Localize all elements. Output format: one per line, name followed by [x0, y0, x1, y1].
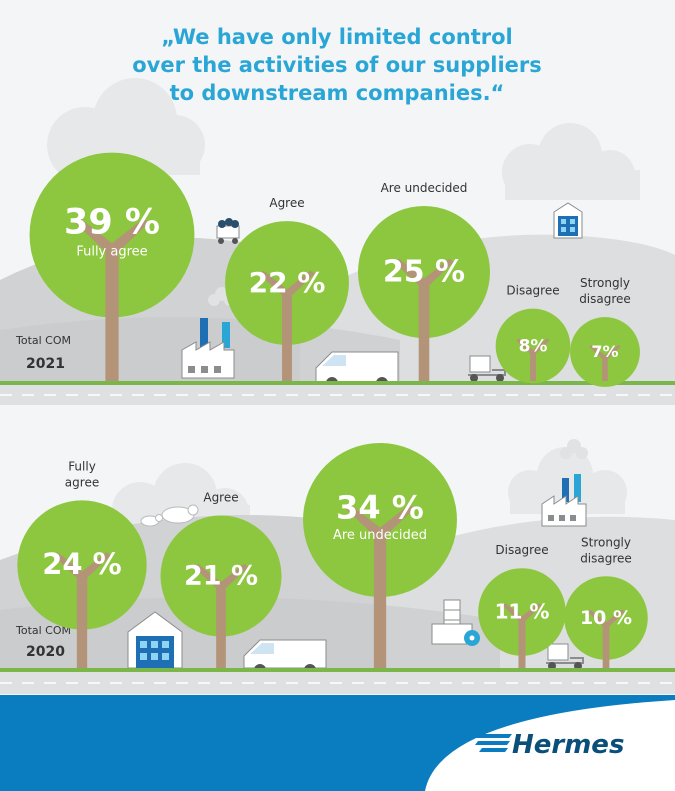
tree-disagree-2021: 8% Disagree — [495, 284, 571, 384]
value-label-are-undecided-2021: 25 % — [383, 254, 465, 289]
trunk-fully-agree-2021 — [74, 218, 150, 381]
ground-line-2020 — [0, 668, 675, 672]
factory-icon-2020 — [541, 439, 588, 527]
category-label-agree-2020: Agree — [203, 491, 238, 505]
category-label-are-undecided-2020: Are undecided — [333, 528, 427, 543]
bubble-are-undecided-2021 — [358, 206, 490, 338]
hermes-logo: Hermes — [471, 730, 624, 760]
trunk-agree-2020 — [193, 563, 249, 668]
tree-strongly-disagree-2020: 10 % Strongly disagree — [564, 535, 648, 668]
bubble-fully-agree-2020 — [17, 500, 147, 630]
trunk-strongly-disagree-2020 — [587, 609, 625, 668]
year-label-2020: 2020 — [26, 644, 65, 660]
category-label-disagree-2020: Disagree — [495, 543, 548, 557]
value-label-disagree-2020: 11 % — [495, 599, 550, 623]
trunk-disagree-2021 — [516, 338, 550, 381]
category-label-strongly-disagree-2021-line-2: disagree — [579, 292, 631, 306]
cloud-right-2021 — [502, 123, 640, 200]
warehouse-icon-2021 — [553, 202, 583, 239]
value-label-are-undecided-2020: 34 % — [336, 488, 424, 526]
hermes-logo-text: Hermes — [512, 730, 624, 760]
value-label-strongly-disagree-2020: 10 % — [580, 607, 632, 629]
value-label-fully-agree-2020: 24 % — [42, 547, 122, 581]
trunk-agree-2021 — [259, 270, 315, 381]
title-line-2: over the activities of our suppliers — [132, 53, 542, 77]
value-label-fully-agree-2021: 39 % — [64, 202, 160, 242]
category-label-strongly-disagree-2020-line-2: disagree — [580, 551, 632, 565]
mine-cart-icon — [216, 218, 240, 244]
tree-are-undecided-2020: 34 % Are undecided — [303, 443, 457, 668]
value-label-strongly-disagree-2021: 7% — [591, 342, 618, 361]
category-label-agree-2021: Agree — [269, 196, 304, 210]
category-label-fully-agree-2020-line-2: agree — [65, 475, 99, 489]
bubble-agree-2020 — [160, 515, 282, 637]
value-label-agree-2021: 22 % — [249, 266, 326, 299]
bubble-strongly-disagree-2021 — [570, 317, 640, 387]
tree-fully-agree-2020: 24 % Fully agree — [17, 459, 147, 668]
radiation-plant-icon — [431, 599, 480, 646]
trees-2021: 39 % Fully agree 22 % Agree 25 % Are undecide… — [29, 152, 640, 387]
trunk-are-undecided-2020 — [345, 504, 415, 668]
footer-swoosh — [425, 700, 675, 791]
title-line-3: to downstream companies.“ — [170, 81, 505, 105]
hermes-wing-icon — [471, 734, 512, 752]
tree-agree-2021: 22 % Agree — [225, 196, 349, 381]
bubble-disagree-2021 — [495, 308, 571, 384]
group-label-2020: Total COM — [15, 624, 71, 637]
trunk-are-undecided-2021 — [394, 258, 454, 381]
trunk-disagree-2020 — [502, 603, 542, 668]
tree-agree-2020: 21 % Agree — [160, 491, 282, 668]
category-label-fully-agree-2021: Fully agree — [76, 245, 147, 260]
bubble-fully-agree-2021 — [29, 152, 195, 318]
delivery-van-icon-2021 — [315, 351, 399, 389]
polar-bear-icon — [140, 504, 199, 527]
bubble-disagree-2020 — [478, 568, 566, 656]
title-line-1: „We have only limited control — [161, 25, 512, 49]
group-label-2021: Total COM — [15, 334, 71, 347]
tree-are-undecided-2021: 25 % Are undecided — [358, 181, 490, 381]
cloud-left-2021 — [47, 78, 205, 183]
trunk-fully-agree-2020 — [52, 552, 112, 668]
bubble-agree-2021 — [225, 221, 349, 345]
category-label-disagree-2021: Disagree — [506, 284, 559, 298]
tree-disagree-2020: 11 % Disagree — [478, 543, 566, 668]
year-label-2021: 2021 — [26, 356, 65, 372]
bubble-strongly-disagree-2020 — [564, 576, 648, 660]
trees-2020: 24 % Fully agree 21 % Agree 34 % Are undecided… — [17, 443, 648, 668]
value-label-agree-2020: 21 % — [184, 561, 258, 592]
category-label-fully-agree-2020-line-1: Fully — [68, 459, 96, 473]
scooter-icon-2021 — [468, 355, 506, 382]
warehouse-icon-2020 — [127, 611, 183, 669]
category-label-are-undecided-2021: Are undecided — [381, 181, 468, 195]
ground-line-2021 — [0, 381, 675, 385]
trunk-strongly-disagree-2021 — [589, 345, 621, 381]
bubble-are-undecided-2020 — [303, 443, 457, 597]
tree-fully-agree-2021: 39 % Fully agree — [29, 152, 195, 381]
tree-strongly-disagree-2021: 7% Strongly disagree — [570, 276, 640, 387]
category-label-strongly-disagree-2020-line-1: Strongly — [581, 535, 631, 549]
category-label-strongly-disagree-2021-line-1: Strongly — [580, 276, 630, 290]
value-label-disagree-2021: 8% — [519, 336, 548, 356]
